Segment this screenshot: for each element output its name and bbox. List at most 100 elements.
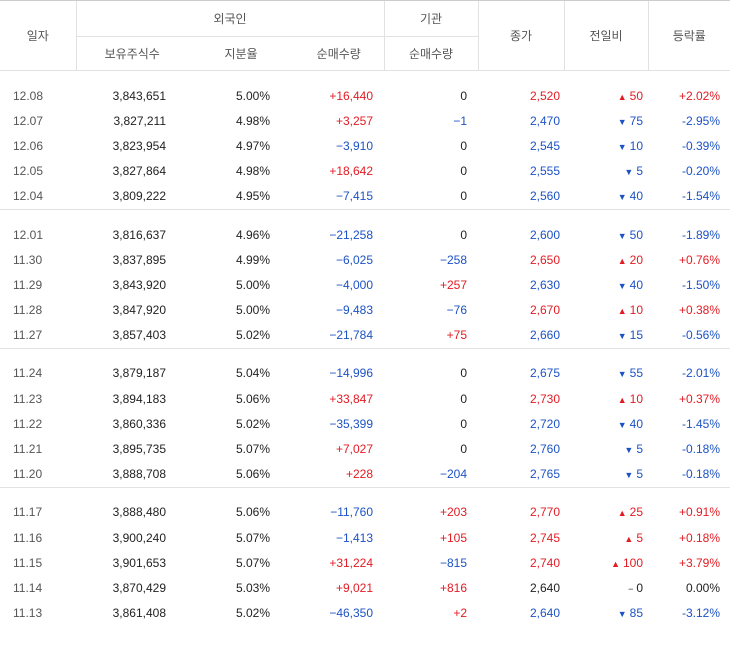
cell-institution-net: +203 (440, 505, 468, 520)
table-row: 11.30 3,837,895 4.99% −6,025 −258 2,650 ▲ 20 +0.… (0, 247, 730, 272)
cell-date: 12.08 (13, 88, 44, 103)
cell-close: 2,640 (530, 606, 561, 621)
cell-share: 4.98% (235, 164, 270, 179)
change-value: 85 (629, 606, 644, 621)
table-row: 11.29 3,843,920 5.00% −4,000 +257 2,630 ▼ 40 -1.… (0, 272, 730, 297)
cell-date: 11.14 (13, 580, 43, 595)
cell-close: 2,560 (530, 189, 561, 204)
change-value: 25 (629, 505, 644, 520)
cell-change: ▼ 40 (564, 272, 648, 297)
change-value: 50 (629, 227, 644, 242)
cell-holdings: 3,894,183 (112, 391, 166, 406)
cell-share: 5.02% (235, 606, 270, 621)
table-row: 12.08 3,843,651 5.00% +16,440 0 2,520 ▲ 50 +2.02… (0, 83, 730, 108)
cell-change: ▼ 5 (564, 462, 648, 488)
header-date: 일자 (0, 0, 76, 71)
cell-share: 5.02% (235, 416, 270, 431)
cell-holdings: 3,827,211 (113, 113, 167, 128)
down-triangle-icon: ▼ (617, 331, 627, 342)
cell-change: ▼ 85 (564, 601, 648, 626)
table-row: 11.15 3,901,653 5.07% +31,224 −815 2,740 ▲ 100 +… (0, 550, 730, 575)
cell-close: 2,630 (530, 277, 561, 292)
cell-share: 4.98% (235, 113, 270, 128)
cell-change: −0 (564, 575, 648, 600)
cell-foreign-net: −21,784 (329, 328, 374, 343)
down-triangle-icon: ▼ (624, 470, 634, 481)
cell-share: 4.99% (235, 252, 270, 267)
cell-share: 5.07% (235, 555, 270, 570)
cell-foreign-net: −14,996 (329, 366, 374, 381)
table-row: 11.23 3,894,183 5.06% +33,847 0 2,730 ▲ 10 +0.37… (0, 386, 730, 411)
cell-institution-net: +257 (440, 277, 468, 292)
cell-change: ▲ 20 (564, 247, 648, 272)
cell-close: 2,740 (530, 555, 561, 570)
cell-foreign-net: −35,399 (329, 416, 374, 431)
cell-holdings: 3,870,429 (112, 580, 166, 595)
change-value: 100 (623, 555, 644, 570)
cell-close: 2,545 (530, 138, 561, 153)
cell-institution-net: +2 (453, 606, 468, 621)
cell-change: ▲ 10 (564, 386, 648, 411)
cell-rate: +0.76% (678, 252, 721, 267)
table-row: 11.22 3,860,336 5.02% −35,399 0 2,720 ▼ 40 -1.45… (0, 411, 730, 436)
cell-holdings: 3,823,954 (112, 138, 166, 153)
cell-share: 5.06% (235, 505, 270, 520)
cell-rate: -2.95% (682, 113, 721, 128)
cell-change: ▲ 10 (564, 298, 648, 323)
cell-foreign-net: +9,021 (335, 580, 374, 595)
cell-share: 4.95% (235, 189, 270, 204)
cell-date: 11.17 (13, 505, 43, 520)
header-rate: 등락률 (647, 0, 730, 71)
up-triangle-icon: ▲ (617, 508, 627, 519)
cell-close: 2,675 (530, 366, 561, 381)
table-row: 12.06 3,823,954 4.97% −3,910 0 2,545 ▼ 10 -0.39% (0, 133, 730, 158)
cell-holdings: 3,809,222 (112, 189, 166, 204)
cell-holdings: 3,857,403 (112, 328, 166, 343)
cell-foreign-net: +228 (346, 467, 374, 482)
table-row: 12.07 3,827,211 4.98% +3,257 −1 2,470 ▼ 75 -2.95… (0, 108, 730, 133)
foreign-institution-trading-table: 일자 외국인 기관 종가 전일비 등락률 보유주식수 지분율 순매수량 순매수량… (0, 0, 730, 626)
table-row: 11.14 3,870,429 5.03% +9,021 +816 2,640−0 0.00… (0, 575, 730, 600)
group-spacer (0, 486, 730, 500)
cell-holdings: 3,888,708 (112, 467, 166, 482)
cell-rate: +0.37% (678, 391, 721, 406)
cell-share: 5.07% (235, 530, 270, 545)
cell-date: 11.30 (13, 252, 43, 267)
cell-institution-net: 0 (460, 442, 468, 457)
change-value: 55 (629, 366, 644, 381)
down-triangle-icon: ▼ (617, 609, 627, 620)
cell-institution-net: −204 (440, 467, 468, 482)
cell-rate: -0.18% (682, 442, 721, 457)
header-foreign: 외국인 (75, 0, 385, 37)
cell-date: 11.23 (13, 391, 43, 406)
table-row: 11.13 3,861,408 5.02% −46,350 +2 2,640 ▼ 85 -3.1… (0, 601, 730, 626)
cell-rate: -0.18% (682, 467, 721, 482)
cell-rate: +3.79% (678, 555, 721, 570)
cell-rate: +0.18% (678, 530, 721, 545)
cell-holdings: 3,843,920 (112, 277, 166, 292)
cell-date: 11.15 (13, 555, 43, 570)
cell-close: 2,765 (530, 467, 561, 482)
cell-close: 2,730 (530, 391, 561, 406)
cell-holdings: 3,900,240 (112, 530, 166, 545)
table-row: 12.04 3,809,222 4.95% −7,415 0 2,560 ▼ 40 -1.54% (0, 184, 730, 210)
cell-foreign-net: −1,413 (335, 530, 374, 545)
table-row: 11.24 3,879,187 5.04% −14,996 0 2,675 ▼ 55 -2.01… (0, 361, 730, 386)
cell-date: 11.20 (13, 467, 43, 482)
cell-change: ▼ 5 (564, 159, 648, 184)
cell-close: 2,770 (530, 505, 561, 520)
cell-change: ▼ 10 (564, 133, 648, 158)
cell-rate: -3.12% (682, 606, 721, 621)
cell-date: 11.13 (13, 606, 43, 621)
change-value: 5 (636, 164, 644, 179)
table-header: 일자 외국인 기관 종가 전일비 등락률 보유주식수 지분율 순매수량 순매수량 (0, 0, 730, 71)
cell-institution-net: −76 (446, 303, 468, 318)
change-value: 20 (629, 252, 644, 267)
cell-close: 2,760 (530, 442, 561, 457)
change-value: 75 (629, 113, 644, 128)
group-spacer (0, 347, 730, 361)
down-triangle-icon: ▼ (624, 167, 634, 178)
up-triangle-icon: ▲ (617, 91, 627, 102)
up-triangle-icon: ▲ (617, 394, 627, 405)
cell-institution-net: 0 (460, 164, 468, 179)
